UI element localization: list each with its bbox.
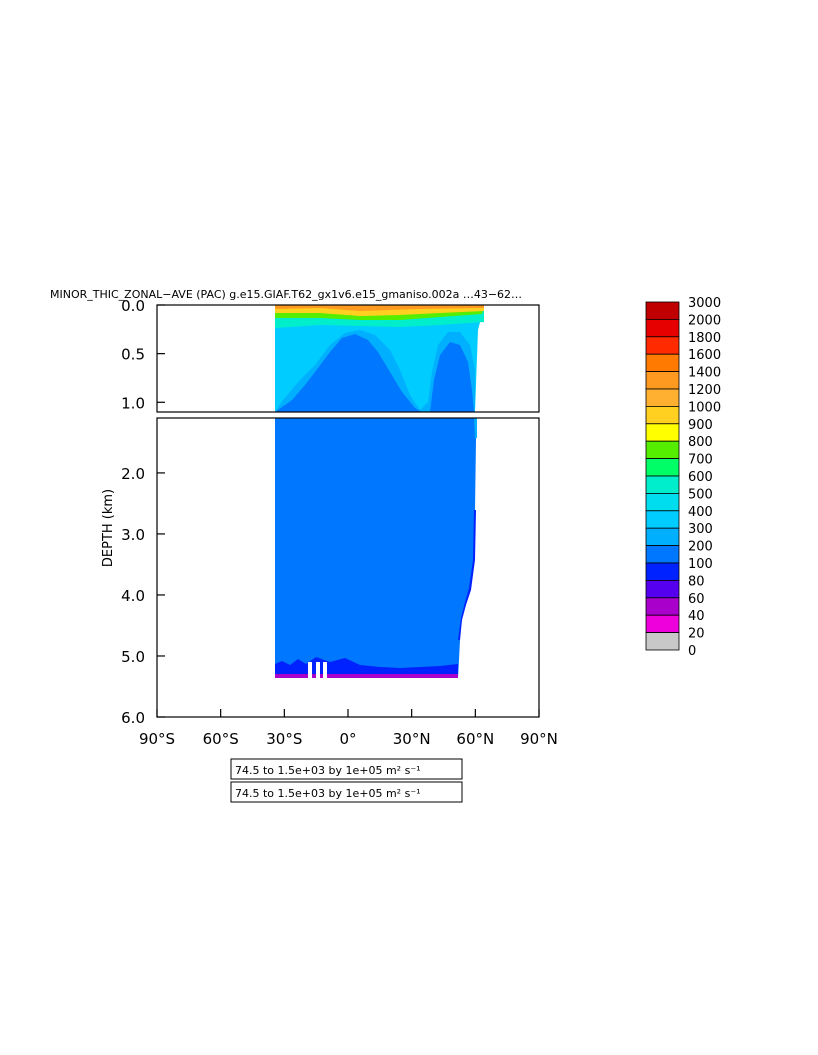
colorbar-label: 0 [688,644,696,659]
colorbar-swatch [645,318,680,338]
colorbar-label: 1200 [688,383,721,398]
x-tick-label: 0° [339,730,356,748]
upper-contour-1600 [275,305,484,311]
colorbar-label: 40 [688,609,705,624]
y-tick-label: 0.5 [121,346,145,364]
lower-contour-60-bottom [275,674,458,678]
info-box-1: 74.5 to 1.5e+03 by 1e+05 m² s⁻¹ [230,758,463,780]
colorbar-swatch [645,301,680,320]
y-axis-lower: 2.0 3.0 4.0 5.0 6.0 [121,465,165,727]
colorbar-swatch [645,423,680,442]
colorbar-label: 900 [688,418,713,433]
lower-gap-1 [308,662,312,679]
colorbar-swatch [645,597,680,616]
x-tick-label: 30°S [266,730,302,748]
colorbar-label: 1000 [688,400,721,415]
lower-gap-2 [316,662,320,679]
lower-panel [156,417,540,718]
upper-panel-border [156,304,540,413]
colorbar-label: 2000 [688,313,721,328]
colorbar-swatch [645,545,680,564]
colorbar-swatch [645,562,680,581]
colorbar-swatch [645,614,680,634]
colorbar-swatch [645,336,680,355]
y-axis-label: DEPTH (km) [101,489,116,567]
colorbar-label: 1400 [688,366,721,381]
lower-gap-3 [323,662,327,679]
upper-contour-600 [275,307,484,328]
y-tick-label: 5.0 [121,648,145,666]
colorbar-swatch [645,458,680,477]
info-box-2-text: 74.5 to 1.5e+03 by 1e+05 m² s⁻¹ [235,787,421,800]
colorbar-label: 60 [688,592,705,607]
colorbar-swatch [645,492,680,512]
info-box-1-text: 74.5 to 1.5e+03 by 1e+05 m² s⁻¹ [235,764,421,777]
lower-contours [275,418,477,679]
lower-contour-100-east [458,510,476,640]
y-axis-upper: 0.0 0.5 1.0 [121,297,165,412]
info-box-2-frame [230,781,463,803]
colorbar-label: 1800 [688,331,721,346]
info-box-2: 74.5 to 1.5e+03 by 1e+05 m² s⁻¹ [230,781,463,803]
y-tick-label: 3.0 [121,526,145,544]
colorbar-label: 400 [688,505,713,520]
y-tick-label: 0.0 [121,297,145,315]
colorbar-swatch [645,632,680,651]
lower-contour-100-bottom [275,657,458,678]
y-tick-label: 2.0 [121,465,145,483]
colorbar-swatch [645,510,680,529]
upper-contours [275,305,484,412]
colorbar-label: 3000 [688,296,721,311]
chart-title: MINOR_THIC_ZONAL−AVE (PAC) g.e15.GIAF.T6… [50,288,522,301]
colorbar-swatch [645,527,680,547]
colorbar-swatch [645,371,680,390]
x-tick-label: 60°N [456,730,494,748]
upper-contour-200-deep [275,334,474,412]
colorbar-swatch [645,388,680,407]
upper-contour-1000 [275,307,484,316]
x-axis: 90°S 60°S 30°S 0° 30°N 60°N 90°N [139,709,558,748]
y-tick-label: 4.0 [121,587,145,605]
colorbar-label: 200 [688,540,713,555]
x-tick-label: 90°N [520,730,558,748]
colorbar-swatch [645,440,680,460]
colorbar-swatch [645,353,680,373]
lower-contour-200 [275,418,477,678]
colorbar-swatch [645,580,680,599]
x-tick-label: 30°N [393,730,431,748]
colorbar-label: 80 [688,574,705,589]
colorbar-label: 1600 [688,348,721,363]
info-box-1-frame [230,758,463,780]
colorbar-swatch [645,405,680,425]
upper-panel [156,304,540,413]
colorbar: 3000200018001600140012001000900800700600… [645,296,721,659]
lower-contour-300-edge [474,418,477,438]
colorbar-label: 800 [688,435,713,450]
x-tick-label: 90°S [139,730,175,748]
colorbar-label: 500 [688,487,713,502]
colorbar-label: 100 [688,557,713,572]
y-tick-label: 6.0 [121,709,145,727]
colorbar-label: 700 [688,453,713,468]
colorbar-label: 20 [688,627,705,642]
colorbar-label: 600 [688,470,713,485]
colorbar-label: 300 [688,522,713,537]
x-tick-label: 60°S [203,730,239,748]
y-tick-label: 1.0 [121,394,145,412]
colorbar-swatch [645,475,680,494]
